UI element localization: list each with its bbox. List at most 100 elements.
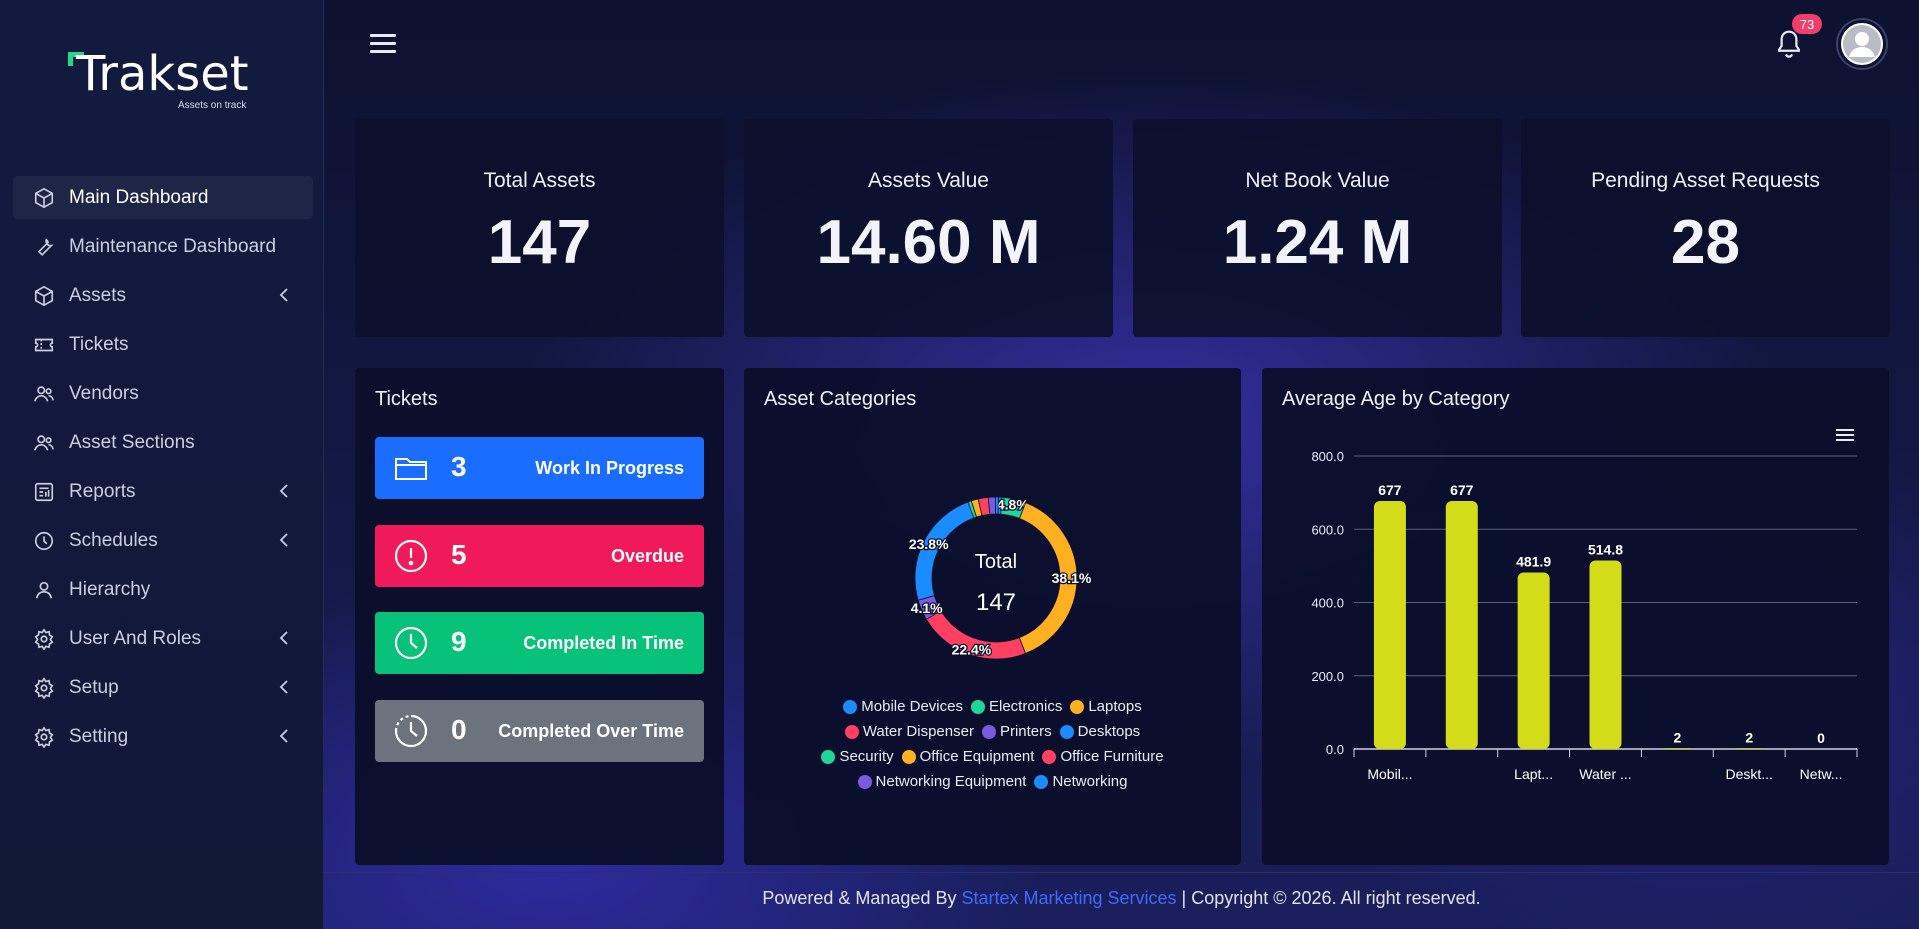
donut-slice-label: 4.1%: [911, 600, 943, 616]
chevron-left-icon: [279, 680, 288, 694]
average-age-bar-chart: 0.0 200.0 400.0 600.0 800.0 677 Mobil... 677 481…: [1311, 449, 1858, 782]
legend-dot-icon: [1034, 775, 1049, 789]
legend-label: Electronics: [988, 698, 1063, 715]
bar[interactable]: [1517, 572, 1550, 749]
legend-label: Mobile Devices: [861, 698, 963, 715]
sidebar-item-hierarchy[interactable]: Hierarchy: [13, 568, 313, 611]
alert-icon: [393, 538, 429, 574]
legend-label: Office Furniture: [1060, 748, 1164, 765]
chevron-left-icon: [279, 533, 288, 547]
sidebar-item-setting[interactable]: Setting: [13, 715, 313, 758]
bar[interactable]: [1733, 748, 1766, 749]
logo-mark-icon: [68, 52, 84, 66]
legend-label: Water Dispenser: [862, 723, 974, 740]
legend-item[interactable]: Water Dispenser: [844, 721, 974, 743]
stat-card-assets-value: Assets Value 14.60 M: [744, 119, 1113, 337]
legend-dot-icon: [981, 725, 996, 739]
chart-menu-icon[interactable]: [1836, 428, 1856, 444]
legend-item[interactable]: Printers: [981, 721, 1052, 743]
sidebar-item-schedules[interactable]: Schedules: [13, 519, 313, 562]
donut-slice-networking[interactable]: [994, 496, 999, 515]
bar[interactable]: [1373, 501, 1406, 749]
legend-item[interactable]: Electronics: [970, 696, 1063, 718]
chart-legend: Mobile Devices Electronics Laptops Water Di…: [744, 696, 1241, 796]
avatar[interactable]: [1838, 20, 1886, 68]
legend-item[interactable]: Networking Equipment: [857, 771, 1026, 793]
sidebar-item-main-dashboard[interactable]: Main Dashboard: [13, 176, 313, 219]
brand-tagline: Assets on track: [178, 100, 247, 111]
bar-value-label: 677: [1450, 482, 1474, 498]
legend-item[interactable]: Desktops: [1059, 721, 1140, 743]
bar[interactable]: [1445, 501, 1478, 749]
cube-icon: [33, 285, 55, 307]
stat-card-net-book-value: Net Book Value 1.24 M: [1133, 119, 1502, 337]
stat-title: Total Assets: [483, 169, 596, 192]
donut-center-value: 147: [976, 589, 1016, 616]
average-age-panel: Average Age by Category 0.0 200.0 400.0 600…: [1262, 368, 1889, 865]
sidebar-item-asset-sections[interactable]: Asset Sections: [13, 421, 313, 464]
cube-icon: [33, 187, 55, 209]
wrench-icon: [33, 236, 55, 258]
stat-card-total-assets: Total Assets 147: [355, 119, 724, 337]
sidebar-item-tickets[interactable]: Tickets: [13, 323, 313, 366]
legend-dot-icon: [857, 775, 872, 789]
legend-item[interactable]: Networking: [1034, 771, 1127, 793]
sidebar-item-label: Reports: [69, 480, 136, 502]
folder-icon: [393, 450, 429, 486]
legend-item[interactable]: Mobile Devices: [843, 696, 963, 718]
donut-center-label: Total: [975, 551, 1017, 573]
donut-slice-label: 23.8%: [909, 536, 949, 552]
bar-value-label: 2: [1673, 729, 1681, 745]
legend-dot-icon: [901, 750, 916, 764]
legend-label: Printers: [999, 723, 1052, 740]
ticket-card-completed-in-time[interactable]: 9 Completed In Time: [375, 612, 704, 674]
ticket-card-overdue[interactable]: 5 Overdue: [375, 524, 704, 587]
y-tick-label: 600.0: [1311, 522, 1344, 537]
sidebar-item-setup[interactable]: Setup: [13, 666, 313, 709]
bell-icon[interactable]: [1774, 28, 1804, 60]
x-tick-label: Lapt...: [1514, 766, 1553, 782]
clock-icon: [393, 625, 429, 661]
ticket-label: Completed Over Time: [498, 720, 684, 741]
sidebar-item-label: User And Roles: [69, 627, 202, 649]
bar[interactable]: [1661, 748, 1694, 749]
notification-badge: 73: [1792, 14, 1822, 34]
brand-logo[interactable]: Trakset Assets on track: [68, 46, 268, 116]
panel-title: Average Age by Category: [1282, 388, 1510, 410]
bar-value-label: 677: [1378, 482, 1402, 498]
legend-dot-icon: [1042, 750, 1057, 764]
donut-slice-networking-equipment[interactable]: [987, 496, 996, 515]
menu-toggle-icon[interactable]: [370, 34, 396, 54]
chevron-left-icon: [279, 729, 288, 743]
sidebar-item-vendors[interactable]: Vendors: [13, 372, 313, 415]
sidebar-item-label: Setup: [69, 676, 119, 698]
sidebar-item-label: Asset Sections: [69, 431, 195, 453]
bar[interactable]: [1589, 560, 1622, 749]
panel-title: Tickets: [375, 388, 438, 410]
sidebar-item-assets[interactable]: Assets: [13, 274, 313, 317]
gear-icon: [33, 627, 55, 650]
sidebar-item-reports[interactable]: Reports: [13, 470, 313, 513]
donut-slice-label: 22.4%: [952, 641, 992, 657]
clock-dashed-icon: [393, 713, 429, 749]
legend-dot-icon: [821, 750, 836, 764]
footer-link[interactable]: Startex Marketing Services: [961, 888, 1177, 908]
ticket-card-completed-over-time[interactable]: 0 Completed Over Time: [375, 699, 704, 762]
ticket-label: Completed In Time: [523, 633, 684, 653]
legend-label: Office Equipment: [919, 748, 1035, 765]
legend-item[interactable]: Laptops: [1070, 696, 1142, 718]
legend-dot-icon: [1059, 725, 1074, 739]
y-tick-label: 0.0: [1326, 742, 1344, 757]
sidebar-item-label: Vendors: [69, 382, 139, 404]
sidebar-item-maintenance-dashboard[interactable]: Maintenance Dashboard: [13, 225, 313, 268]
ticket-card-work-in-progress[interactable]: 3 Work In Progress: [375, 437, 704, 499]
ticket-count: 9: [451, 626, 467, 657]
sidebar-item-user-and-roles[interactable]: User And Roles: [13, 617, 313, 660]
legend-item[interactable]: Security: [821, 746, 894, 768]
legend-item[interactable]: Office Equipment: [901, 746, 1035, 768]
y-tick-label: 400.0: [1311, 596, 1344, 611]
legend-item[interactable]: Office Furniture: [1042, 746, 1164, 768]
clock-icon: [33, 530, 55, 552]
legend-label: Security: [839, 748, 894, 765]
stat-value: 28: [1671, 208, 1740, 277]
